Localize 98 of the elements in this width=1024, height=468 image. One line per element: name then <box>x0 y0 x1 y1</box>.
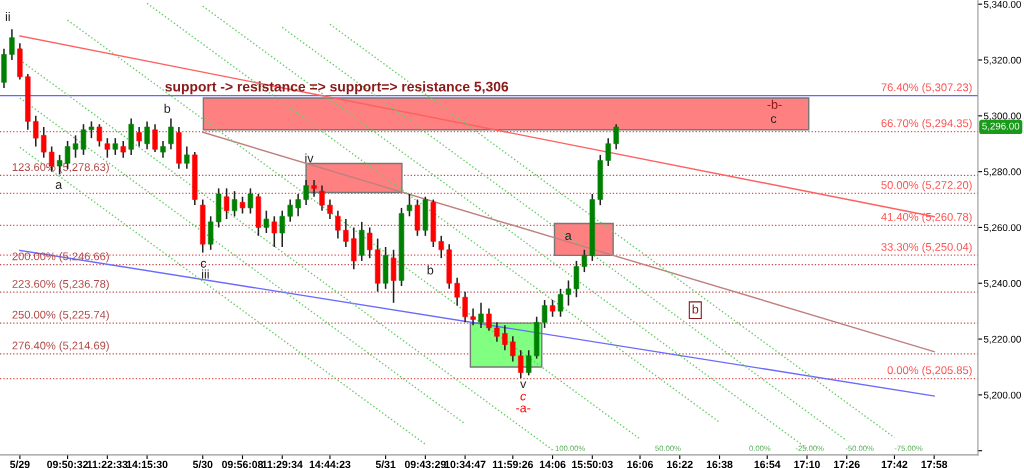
x-tick-label: 17:26 <box>834 460 860 468</box>
candlestick <box>454 276 460 307</box>
candlestick <box>478 302 484 329</box>
ref-line-label: 223.60% (5,236.78) <box>12 279 109 291</box>
annotation: b <box>692 304 699 314</box>
x-tick-label: 11:29:34 <box>262 460 303 468</box>
x-tick-label: 10:34:47 <box>444 460 486 468</box>
x-tick-label: 14:15:30 <box>126 460 168 468</box>
x-tick-label: 15:50:03 <box>572 460 613 468</box>
candlestick <box>367 226 373 259</box>
candlestick <box>287 198 293 223</box>
x-tick-label: 09:50:32 <box>47 460 89 468</box>
x-tick-label: 17:58 <box>921 460 948 468</box>
candlestick <box>470 307 476 326</box>
y-tick-label: 5,260.00 <box>983 224 1021 233</box>
ref-line-label: 250.00% (5,225.74) <box>12 310 109 321</box>
candlestick <box>526 349 532 377</box>
candlestick <box>541 299 548 329</box>
x-tick-label: 14:44:23 <box>309 460 351 468</box>
candlestick <box>168 117 174 151</box>
candlestick <box>9 28 15 61</box>
ref-line-label: 276.40% (5,214.69) <box>12 341 109 352</box>
annotation: c <box>200 260 207 268</box>
y-tick-label: 5,300.00 <box>983 112 1021 121</box>
y-tick-label: 5,240.00 <box>983 280 1021 289</box>
candlestick <box>104 137 110 159</box>
x-tick-label: 09:56:08 <box>222 460 264 468</box>
candlestick <box>231 190 238 218</box>
candlestick <box>390 249 397 304</box>
x-tick-label: 5/30 <box>192 460 213 468</box>
annotation: ii <box>5 11 10 21</box>
x-tick-label: 17:10 <box>794 460 820 468</box>
y-tick-label: 5,340.00 <box>983 0 1021 9</box>
annotation: c <box>520 393 527 401</box>
candlestick <box>438 235 444 259</box>
candlestick <box>510 335 516 363</box>
x-tick-label: 16:54 <box>754 460 781 468</box>
y-tick-label: 5,200.00 <box>983 391 1021 400</box>
x-tick-label: 09:43:29 <box>404 460 446 468</box>
candlestick <box>494 321 500 343</box>
x-tick-label: 14:06 <box>539 460 566 468</box>
candlestick <box>144 120 150 151</box>
candlestick <box>295 193 301 218</box>
candlestick <box>581 249 588 273</box>
x-tick-label: 16:38 <box>706 460 733 468</box>
x-tick-label: 16:06 <box>627 460 653 468</box>
candlestick <box>152 123 158 153</box>
candlestick <box>502 324 508 352</box>
candlestick <box>223 187 230 220</box>
annotation: iii <box>202 269 209 279</box>
candlestick <box>263 209 270 234</box>
candlestick <box>518 349 524 379</box>
candlestick <box>208 215 214 251</box>
ref-line-label: 66.70% (5,294.35) <box>881 118 972 130</box>
candlestick <box>327 198 333 220</box>
candlestick <box>343 218 349 248</box>
annotation: a <box>55 182 63 189</box>
candlestick <box>613 123 619 151</box>
candlestick <box>351 226 357 271</box>
candlestick <box>335 209 341 240</box>
x-tick-label: 17:42 <box>881 460 908 468</box>
text: 5,296.00 <box>982 122 1020 131</box>
ref-line-label: 33.30% (5,250.04) <box>881 242 972 254</box>
candlestick <box>311 179 317 198</box>
annotation: a <box>565 233 572 240</box>
candlestick <box>136 126 142 148</box>
x-tick-label: 11:22:33 <box>87 460 128 468</box>
x-tick-label: 5/31 <box>375 460 396 468</box>
y-tick-label: 5,320.00 <box>983 56 1021 65</box>
candlestick <box>279 209 285 248</box>
y-tick-label: 5,280.00 <box>983 168 1021 177</box>
candlestick <box>319 184 325 212</box>
annotation: iv <box>305 153 314 163</box>
candlestick <box>486 307 492 332</box>
ref-line-label: 41.40% (5,260.78) <box>881 212 972 224</box>
ref-line-label: 50.00% (5,272.20) <box>881 180 972 192</box>
x-tick-label: 16:22 <box>667 460 693 468</box>
annotation: -a- <box>516 405 531 413</box>
annotation: b <box>164 103 171 113</box>
x-tick-label: 5/29 <box>10 460 30 468</box>
ref-line-label: 0.00% (5,205.85) <box>887 365 972 377</box>
x-tick-label: 11:59:26 <box>492 460 533 468</box>
candlestick <box>247 187 254 215</box>
candlestick <box>184 145 190 170</box>
annotation: -b- <box>767 99 782 109</box>
ref-line-label: 76.40% (5,307.23) <box>881 83 972 94</box>
candlestick <box>462 290 468 324</box>
candlestick <box>303 179 309 206</box>
y-tick-label: 5,220.00 <box>983 335 1021 344</box>
candlestick <box>33 115 39 148</box>
annotation: c <box>770 116 777 123</box>
candlestick <box>41 126 47 159</box>
candlestick <box>605 137 611 167</box>
candlestick <box>271 215 277 248</box>
candlestick <box>96 123 103 148</box>
candlestick <box>406 193 413 218</box>
annotation: v <box>520 381 527 389</box>
annotation: b <box>427 265 434 275</box>
